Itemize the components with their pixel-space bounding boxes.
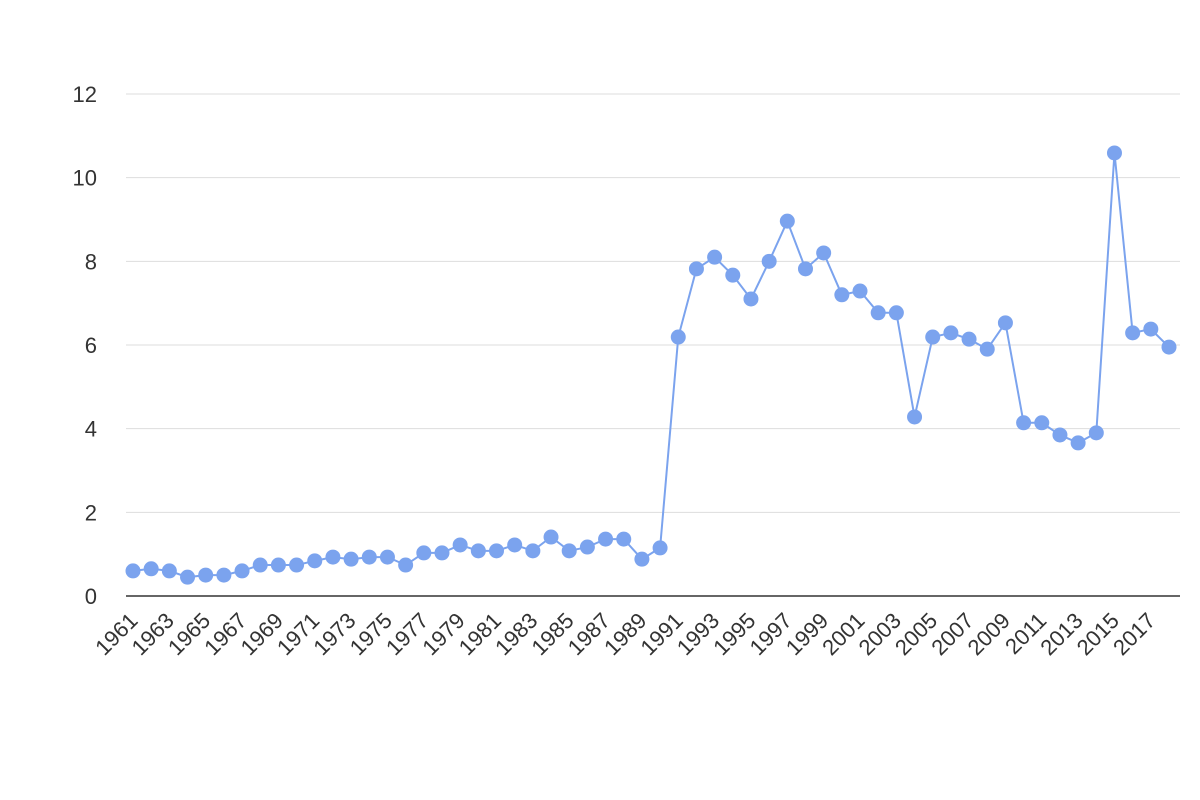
y-tick-label: 12 [73,82,97,107]
data-point [725,267,741,283]
data-point [289,557,305,573]
data-point [1088,425,1104,441]
data-point [198,567,214,583]
data-point [579,539,595,555]
data-point [598,531,614,547]
data-point [398,557,414,573]
data-point [143,561,159,577]
y-tick-label: 4 [85,417,97,442]
data-point [961,331,977,347]
data-point [688,261,704,277]
data-point [834,287,850,303]
data-point [670,329,686,345]
data-point [743,291,759,307]
data-point [1125,325,1141,341]
y-tick-label: 0 [85,584,97,609]
data-point [270,557,286,573]
data-point [307,553,323,569]
data-point [252,557,268,573]
data-point [489,543,505,559]
data-point [925,329,941,345]
data-point [761,253,777,269]
data-point [1106,145,1122,161]
y-tick-label: 10 [73,166,97,191]
data-point [616,531,632,547]
data-point [779,213,795,229]
data-point [1070,435,1086,451]
data-point [1034,415,1050,431]
data-point [1143,321,1159,337]
y-tick-label: 8 [85,249,97,274]
data-point [707,249,723,265]
y-tick-label: 2 [85,500,97,525]
data-point [452,537,468,553]
data-point [816,245,832,261]
data-point [997,315,1013,331]
data-point [561,543,577,559]
data-point [361,549,377,565]
data-point [852,283,868,299]
y-tick-label: 6 [85,333,97,358]
data-point [1052,427,1068,443]
data-point [1016,415,1032,431]
data-point [180,569,196,585]
data-point [543,529,559,545]
data-point [888,305,904,321]
data-point [979,341,995,357]
data-point [907,409,923,425]
data-point [434,545,450,561]
data-point [797,261,813,277]
x-tick-label: 2017 [1108,608,1160,660]
data-point [507,537,523,553]
data-point [125,563,141,579]
data-point [416,545,432,561]
data-point [343,551,359,567]
data-point [652,540,668,556]
data-point [870,305,886,321]
data-point [234,563,250,579]
data-point [634,551,650,567]
series-line [132,152,1170,579]
data-point [325,549,341,565]
data-point [1161,339,1177,355]
data-point [216,567,232,583]
data-point [470,543,486,559]
data-point [379,549,395,565]
data-point [943,325,959,341]
data-point [161,563,177,579]
data-point [525,543,541,559]
